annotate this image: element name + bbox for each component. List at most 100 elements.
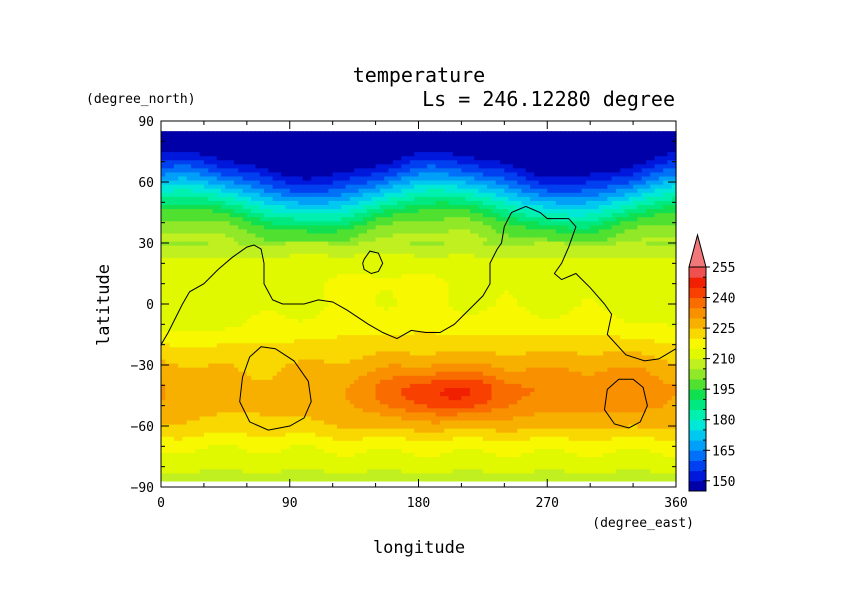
heatmap-cell (534, 330, 540, 336)
heatmap-cell (336, 403, 342, 409)
heatmap-cell (444, 338, 450, 344)
heatmap-cell (264, 387, 269, 393)
heatmap-cell (358, 456, 364, 462)
heatmap-cell (654, 342, 660, 348)
heatmap-cell (500, 330, 505, 336)
heatmap-cell (431, 403, 437, 409)
heatmap-cell (551, 440, 557, 445)
heatmap-cell (444, 371, 450, 376)
heatmap-cell (311, 358, 317, 364)
heatmap-cell (504, 440, 510, 445)
heatmap-cell (603, 468, 608, 474)
heatmap-cell (246, 428, 252, 433)
heatmap-cell (246, 379, 252, 384)
heatmap-cell (362, 383, 368, 388)
heatmap-cell (251, 456, 257, 462)
heatmap-cell (585, 399, 591, 405)
heatmap-cell (358, 444, 364, 449)
heatmap-cell (628, 395, 634, 401)
heatmap-cell (221, 456, 226, 462)
heatmap-cell (212, 354, 218, 360)
heatmap-cell (470, 423, 475, 429)
heatmap-cell (658, 346, 664, 352)
heatmap-cell (598, 407, 604, 413)
heatmap-cell (173, 334, 179, 340)
heatmap-cell (628, 350, 634, 356)
heatmap-cell (615, 314, 621, 319)
heatmap-cell (302, 362, 308, 368)
heatmap-cell (375, 371, 381, 376)
heatmap-cell (448, 411, 454, 417)
heatmap-cell (667, 326, 673, 332)
heatmap-cell (525, 358, 531, 364)
heatmap-cell (336, 358, 342, 364)
heatmap-cell (671, 476, 677, 482)
heatmap-cell (216, 448, 222, 454)
heatmap-cell (375, 354, 381, 360)
heatmap-cell (654, 362, 660, 368)
heatmap-cell (384, 395, 390, 401)
heatmap-cell (379, 415, 385, 421)
heatmap-cell (268, 476, 274, 482)
heatmap-cell (611, 472, 617, 478)
heatmap-cell (581, 354, 587, 360)
heatmap-cell (671, 367, 677, 372)
heatmap-cell (199, 440, 205, 445)
heatmap-cell (555, 403, 561, 409)
heatmap-cell (173, 423, 179, 429)
heatmap-cell (336, 448, 342, 454)
heatmap-cell (216, 403, 222, 409)
heatmap-cell (517, 322, 523, 327)
heatmap-cell (590, 358, 596, 364)
heatmap-cell (538, 342, 544, 348)
heatmap-cell (560, 350, 566, 356)
heatmap-cell (448, 448, 454, 454)
heatmap-cell (603, 432, 608, 437)
heatmap-cell (319, 452, 325, 458)
heatmap-cell (418, 342, 424, 348)
heatmap-cell (418, 476, 424, 482)
heatmap-cell (341, 440, 347, 445)
heatmap-cell (607, 354, 613, 360)
heatmap-cell (306, 391, 312, 397)
heatmap-cell (328, 460, 334, 466)
heatmap-cell (431, 464, 437, 470)
heatmap-cell (645, 476, 651, 482)
heatmap-cell (521, 383, 527, 388)
heatmap-cell (285, 310, 291, 315)
heatmap-cell (319, 464, 325, 470)
heatmap-cell (401, 379, 407, 384)
heatmap-cell (225, 379, 231, 384)
heatmap-cell (397, 371, 402, 376)
heatmap-cell (401, 330, 407, 336)
heatmap-cell (178, 395, 184, 401)
heatmap-cell (564, 464, 570, 470)
heatmap-cell (276, 334, 282, 340)
heatmap-cell (285, 444, 291, 449)
heatmap-cell (491, 358, 497, 364)
heatmap-cell (663, 322, 669, 327)
heatmap-cell (611, 423, 617, 429)
heatmap-cell (289, 350, 295, 356)
heatmap-cell (281, 318, 287, 323)
heatmap-cell (216, 330, 222, 336)
heatmap-cell (448, 444, 454, 449)
heatmap-cell (212, 310, 218, 315)
heatmap-cell (542, 436, 548, 441)
heatmap-cell (289, 354, 295, 360)
heatmap-cell (422, 334, 428, 340)
heatmap-cell (281, 419, 287, 425)
heatmap-cell (328, 419, 334, 425)
heatmap-cell (281, 472, 287, 478)
heatmap-cell (379, 448, 385, 454)
heatmap-cell (285, 403, 291, 409)
heatmap-cell (216, 358, 222, 364)
heatmap-cell (418, 367, 424, 372)
heatmap-cell (225, 452, 231, 458)
heatmap-cell (568, 411, 574, 417)
heatmap-cell (306, 464, 312, 470)
heatmap-cell (560, 346, 566, 352)
heatmap-cell (530, 379, 535, 384)
heatmap-cell (560, 314, 566, 319)
heatmap-cell (637, 330, 643, 336)
